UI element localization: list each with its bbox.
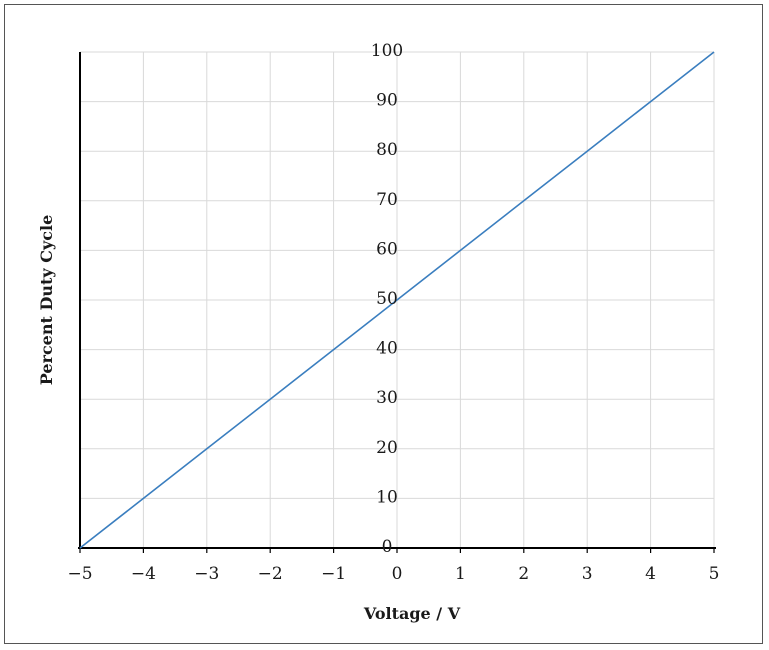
y-tick-label: 80	[376, 140, 398, 160]
x-tick-label: −1	[321, 564, 346, 584]
y-tick-label: 50	[376, 289, 398, 309]
y-tick-label: 10	[376, 487, 398, 507]
x-tick-label: 5	[709, 564, 720, 584]
series-layer	[79, 51, 715, 549]
y-tick-label: 70	[376, 190, 398, 210]
x-tick-label: −3	[194, 564, 219, 584]
y-tick-label: 100	[371, 41, 403, 61]
x-tick-label: −4	[131, 564, 156, 584]
y-tick-label: 60	[376, 239, 398, 259]
y-tick-labels: 0 10 20 30 40 50 60 70 80 90 100	[371, 41, 403, 557]
series-line	[79, 51, 715, 549]
y-tick-label: 0	[382, 537, 393, 557]
y-tick-label: 90	[376, 91, 398, 111]
x-tick-label: −2	[258, 564, 283, 584]
x-tick-label: −5	[67, 564, 92, 584]
axes	[78, 52, 716, 553]
x-tick-label: 0	[392, 564, 403, 584]
y-tick-label: 40	[376, 339, 398, 359]
chart-frame	[4, 4, 763, 644]
x-tick-label: 2	[518, 564, 529, 584]
x-axis-title: Voltage / V	[363, 604, 461, 623]
y-axis-title: Percent Duty Cycle	[37, 215, 56, 386]
x-tick-label: 3	[582, 564, 593, 584]
x-tick-label: 4	[645, 564, 656, 584]
y-tick-label: 30	[376, 388, 398, 408]
y-tick-label: 20	[376, 438, 398, 458]
x-tick-labels: −5 −4 −3 −2 −1 0 1 2 3 4 5	[67, 564, 719, 584]
x-tick-label: 1	[455, 564, 466, 584]
